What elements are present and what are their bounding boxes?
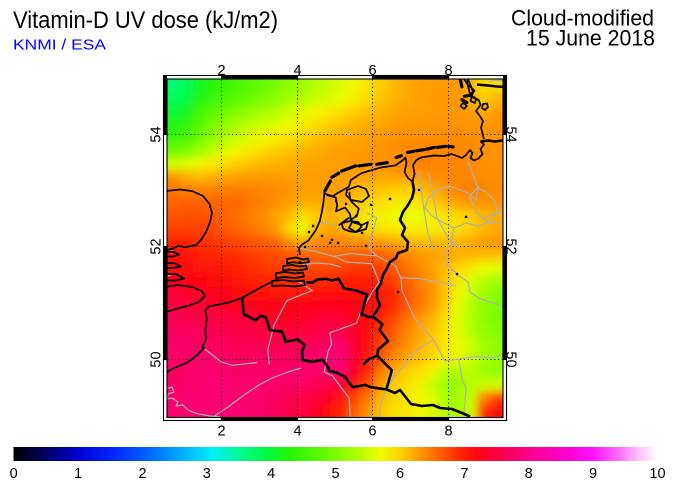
svg-text:6: 6	[368, 63, 376, 79]
svg-text:52: 52	[149, 238, 165, 254]
svg-text:54: 54	[503, 126, 519, 142]
svg-text:52: 52	[503, 238, 519, 254]
svg-text:0: 0	[10, 466, 18, 482]
svg-text:15 June 2018: 15 June 2018	[526, 26, 655, 51]
svg-text:4: 4	[267, 466, 275, 482]
svg-text:2: 2	[217, 424, 225, 440]
svg-text:50: 50	[149, 351, 165, 367]
svg-text:50: 50	[503, 351, 519, 367]
svg-text:4: 4	[293, 63, 301, 79]
svg-text:6: 6	[368, 424, 376, 440]
svg-text:1: 1	[74, 466, 82, 482]
svg-text:7: 7	[460, 466, 468, 482]
svg-text:54: 54	[149, 126, 165, 142]
svg-text:6: 6	[396, 466, 404, 482]
svg-text:Vitamin-D UV dose (kJ/m2): Vitamin-D UV dose (kJ/m2)	[13, 7, 278, 34]
svg-text:9: 9	[589, 466, 597, 482]
svg-text:3: 3	[203, 466, 211, 482]
svg-text:10: 10	[649, 466, 665, 482]
svg-text:KNMI / ESA: KNMI / ESA	[13, 37, 106, 54]
svg-text:2: 2	[138, 466, 146, 482]
svg-text:4: 4	[293, 424, 301, 440]
svg-text:Cloud-modified: Cloud-modified	[511, 6, 654, 31]
svg-text:8: 8	[444, 424, 452, 440]
svg-text:8: 8	[525, 466, 533, 482]
svg-text:2: 2	[217, 63, 225, 79]
svg-text:8: 8	[444, 63, 452, 79]
svg-text:5: 5	[332, 466, 340, 482]
